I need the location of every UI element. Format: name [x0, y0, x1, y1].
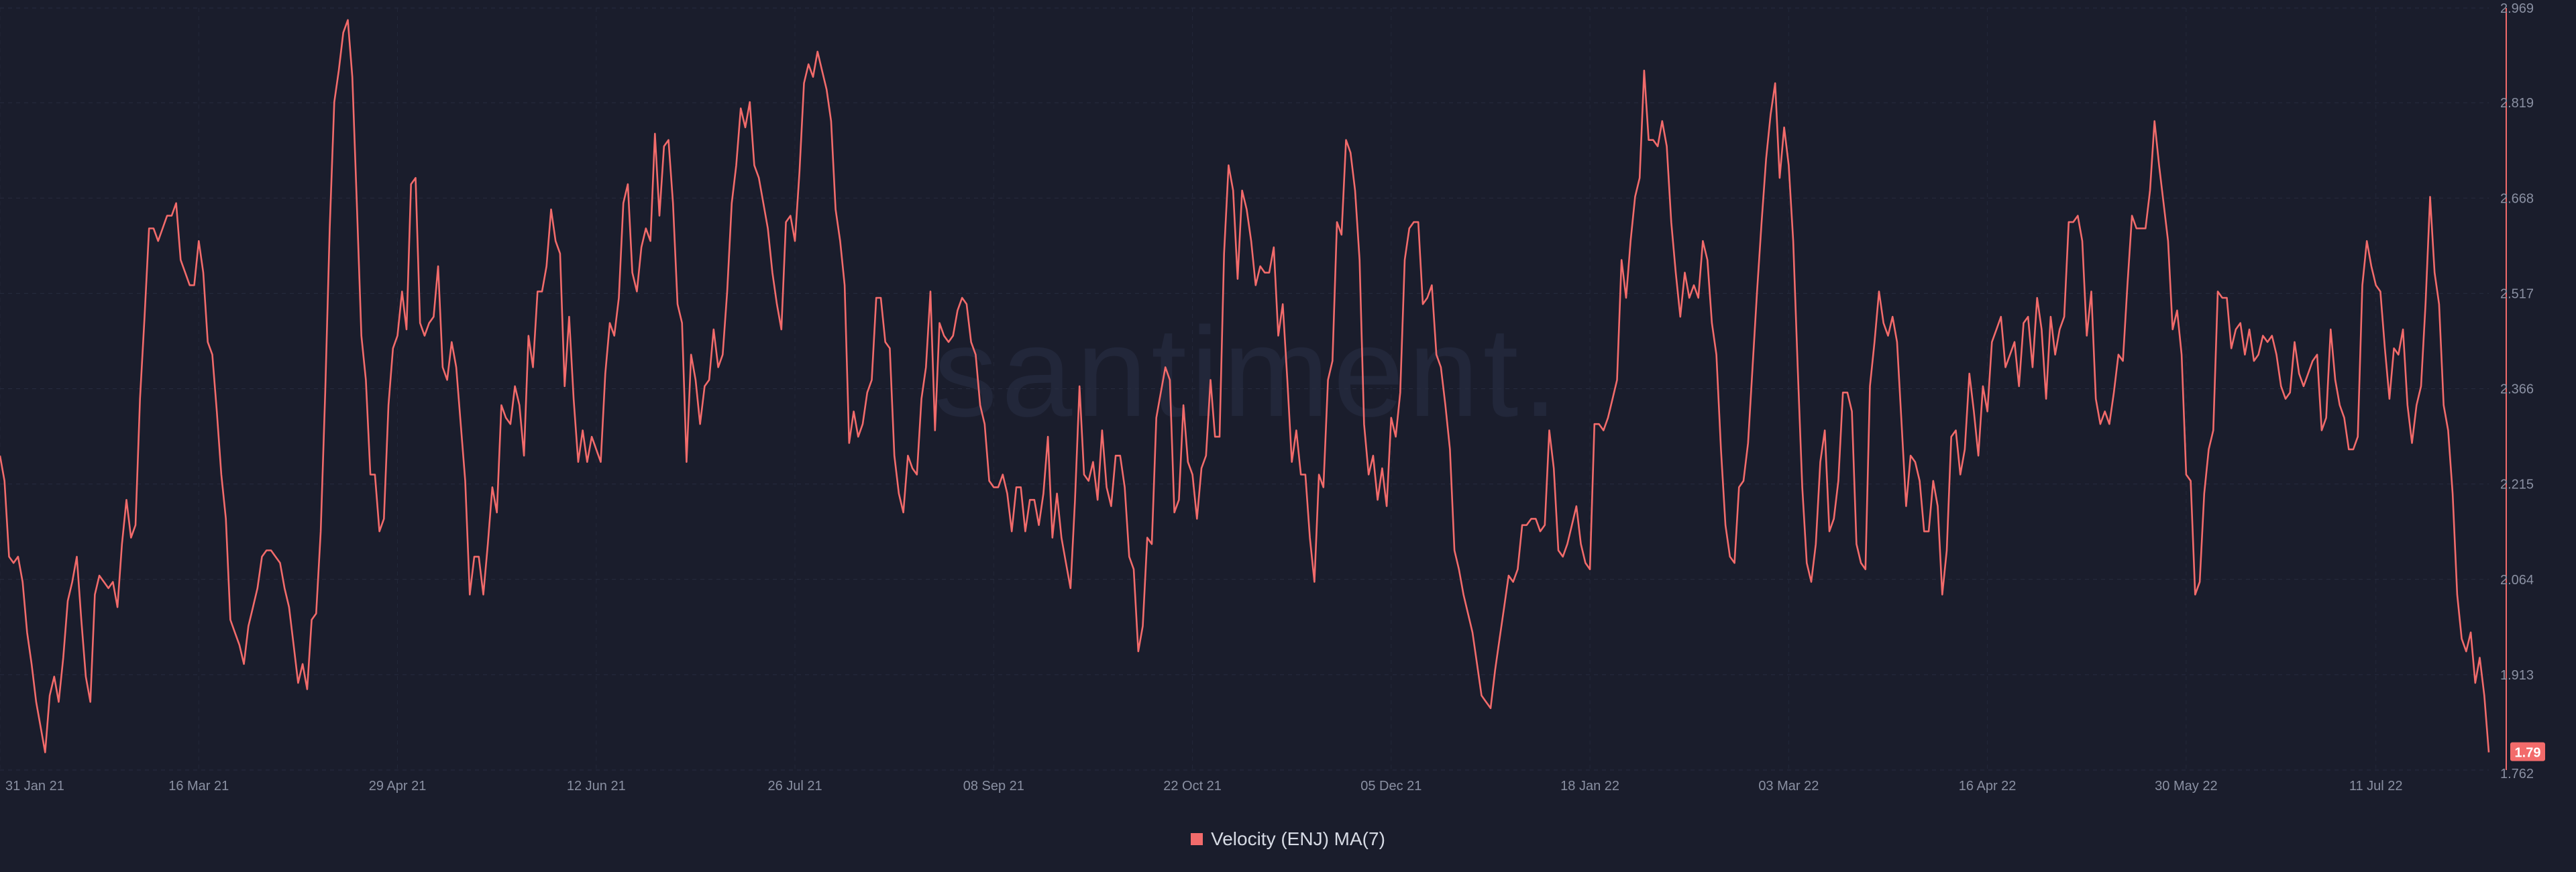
y-axis-ticks: 2.969 2.819 2.668 2.517 2.366 2.215 2.064 1.913… — [2500, 1, 2534, 781]
series-line-velocity-enj-ma7[interactable] — [0, 19, 2490, 753]
watermark: santiment. — [934, 301, 1562, 443]
y-tick-label: 2.819 — [2500, 96, 2534, 111]
x-tick-label: 26 Jul 21 — [767, 779, 822, 794]
y-tick-label: 2.517 — [2500, 286, 2534, 301]
y-tick-label: 2.668 — [2500, 191, 2534, 206]
x-tick-label: 05 Dec 21 — [1360, 779, 1421, 794]
y-tick-label: 2.064 — [2500, 573, 2534, 588]
last-value-label: 1.79 — [2515, 746, 2541, 761]
last-value-badge: 1.79 — [2510, 742, 2545, 761]
y-tick-label: 1.762 — [2500, 767, 2534, 781]
grid-lines — [0, 7, 2489, 771]
x-axis-ticks: 31 Jan 21 16 Mar 21 29 Apr 21 12 Jun 21 26 J… — [5, 779, 2403, 794]
x-tick-label: 22 Oct 21 — [1163, 779, 1222, 794]
x-tick-label: 16 Mar 21 — [168, 779, 229, 794]
x-tick-label: 29 Apr 21 — [369, 779, 427, 794]
y-tick-label: 2.969 — [2500, 1, 2534, 16]
legend[interactable]: Velocity (ENJ) MA(7) — [0, 828, 2576, 851]
y-tick-label: 1.913 — [2500, 668, 2534, 683]
y-tick-label: 2.366 — [2500, 382, 2534, 397]
y-tick-label: 2.215 — [2500, 478, 2534, 492]
x-tick-label: 30 May 22 — [2155, 779, 2217, 794]
x-tick-label: 08 Sep 21 — [963, 779, 1024, 794]
x-tick-label: 12 Jun 21 — [567, 779, 626, 794]
x-tick-label: 03 Mar 22 — [1758, 779, 1819, 794]
last-value-badge-bg — [2510, 742, 2545, 761]
x-tick-label: 18 Jan 22 — [1560, 779, 1619, 794]
x-tick-label: 31 Jan 21 — [5, 779, 64, 794]
x-tick-label: 11 Jul 22 — [2349, 779, 2403, 794]
legend-color-swatch — [1191, 833, 1203, 845]
x-tick-label: 16 Apr 22 — [1959, 779, 2017, 794]
legend-label: Velocity (ENJ) MA(7) — [1211, 828, 1385, 849]
